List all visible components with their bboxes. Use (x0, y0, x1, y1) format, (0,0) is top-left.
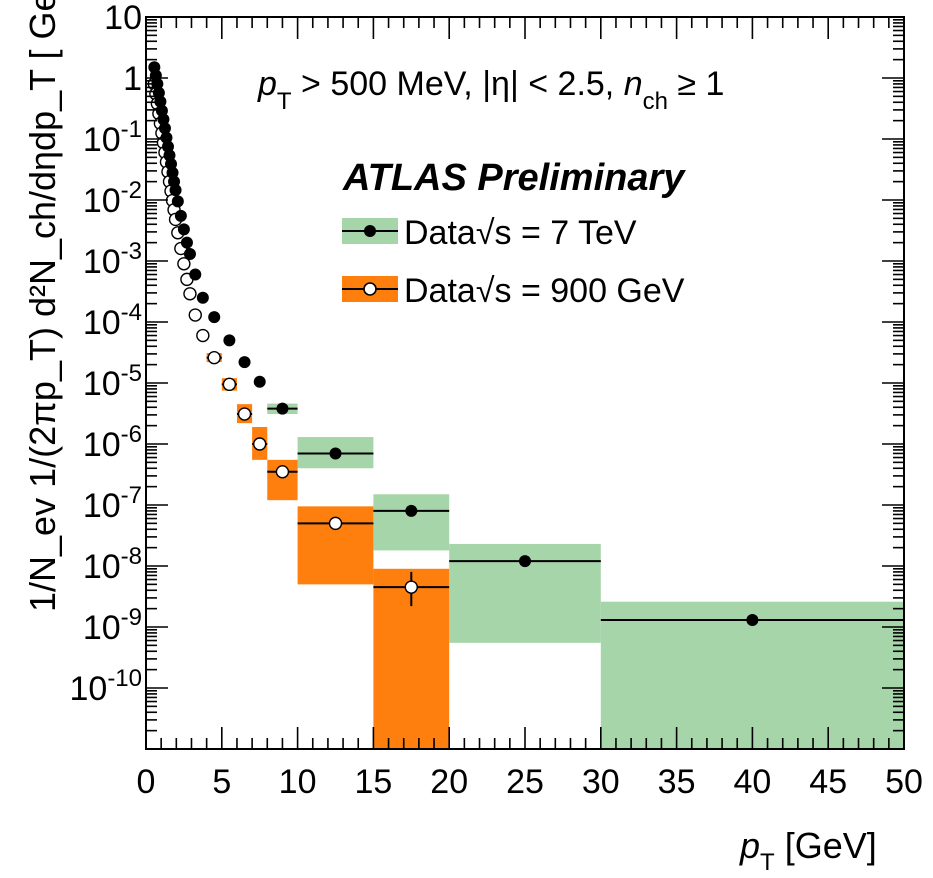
x-tick-label-1: 5 (212, 763, 231, 801)
x-tick-label-10: 50 (885, 763, 923, 801)
x-axis-ticks: 0 5 10 15 20 25 30 35 40 45 50 (137, 17, 923, 801)
point-900gev-17 (177, 257, 191, 271)
cuts-text: pT > 500 MeV, |η| < 2.5, nch ≥ 1 (257, 65, 724, 115)
y-tick-label-1: 1 (123, 60, 142, 98)
x-tick-label-5: 25 (506, 763, 544, 801)
y-tick-label-10: 10-9 (83, 604, 142, 647)
point-7tev-18 (180, 236, 193, 249)
point-7tev-4 (154, 95, 167, 108)
x-tick-label-6: 30 (582, 763, 620, 801)
point-7tev-23 (223, 334, 236, 347)
uncertainty-bands (191, 311, 904, 749)
point-7tev-19 (183, 248, 196, 261)
y-axis-ticks: 10 1 10-1 10-2 10-3 10-4 10-5 10-6 10-7 10-8 10-9 1… (69, 0, 904, 732)
point-900gev-19 (183, 287, 197, 301)
point-7tev-21 (196, 291, 209, 304)
band-7tev-28 (373, 494, 450, 551)
legend: Data√s = 7 TeV Data√s = 900 GeV (342, 214, 685, 310)
point-900gev-28 (404, 580, 418, 594)
point-900gev-23 (222, 377, 237, 392)
point-7tev-14 (169, 184, 182, 197)
point-900gev-20 (188, 308, 202, 322)
point-7tev-20 (189, 268, 202, 281)
x-tick-label-9: 45 (809, 763, 847, 801)
y-tick-label-2: 10-1 (83, 116, 142, 159)
point-7tev-12 (166, 166, 179, 179)
point-900gev-22 (207, 350, 221, 365)
point-7tev-15 (171, 195, 184, 208)
x-tick-label-8: 40 (733, 763, 771, 801)
point-7tev-25 (253, 375, 266, 388)
y-tick-label-7: 10-6 (83, 421, 142, 464)
point-7tev-28 (405, 504, 418, 517)
y-tick-label-3: 10-2 (83, 177, 142, 220)
experiment-label: ATLAS Preliminary (342, 157, 686, 199)
x-tick-label-3: 15 (354, 763, 392, 801)
legend-entry-7tev: Data√s = 7 TeV (342, 214, 637, 252)
point-7tev-30 (746, 614, 759, 627)
point-900gev-25 (253, 437, 267, 451)
y-tick-label-6: 10-5 (83, 360, 142, 403)
point-7tev-29 (519, 555, 531, 568)
x-tick-label-4: 20 (430, 763, 468, 801)
y-tick-label-4: 10-3 (83, 238, 142, 281)
x-tick-label-0: 0 (137, 763, 156, 801)
point-7tev-24 (238, 356, 251, 369)
point-7tev-16 (174, 209, 187, 222)
x-axis-title: pT [GeV] (739, 825, 877, 876)
point-7tev-6 (157, 113, 170, 126)
y-tick-label-9: 10-8 (83, 543, 142, 586)
point-7tev-17 (177, 223, 190, 236)
x-tick-label-2: 10 (279, 763, 317, 801)
legend-marker-7tev (364, 225, 376, 237)
y-axis-title: 1/N_ev 1/(2πp_T) d²N_ch/dηdp_T [ GeV⁻² ] (22, 0, 63, 612)
legend-entry-900gev: Data√s = 900 GeV (342, 272, 685, 310)
point-7tev-26 (276, 402, 289, 415)
y-tick-label-8: 10-7 (83, 482, 142, 525)
legend-label-7tev: Data√s = 7 TeV (404, 214, 637, 252)
legend-label-900gev: Data√s = 900 GeV (404, 272, 685, 310)
x-tick-label-7: 35 (658, 763, 696, 801)
y-tick-label-0: 10 (104, 0, 142, 37)
point-900gev-24 (237, 407, 252, 421)
point-7tev-22 (208, 311, 221, 324)
legend-marker-900gev (363, 282, 377, 296)
point-7tev-27 (329, 447, 342, 460)
y-tick-label-5: 10-4 (83, 299, 142, 342)
point-900gev-21 (196, 328, 210, 343)
data-markers (147, 61, 759, 627)
point-7tev-8 (160, 131, 173, 144)
y-tick-label-11: 10-10 (69, 665, 142, 708)
band-7tev-30 (600, 601, 904, 749)
point-900gev-26 (275, 465, 290, 479)
point-7tev-7 (158, 122, 171, 135)
point-900gev-27 (328, 516, 343, 531)
